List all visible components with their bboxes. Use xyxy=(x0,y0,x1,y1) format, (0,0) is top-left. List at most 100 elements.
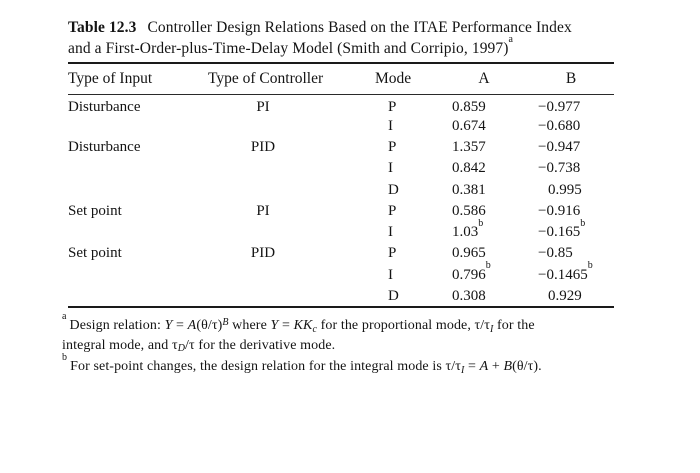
cell-type-of-controller: PI xyxy=(256,202,270,219)
footnote-text: where xyxy=(228,318,271,334)
cell-b-value: −0.1465b xyxy=(538,260,593,283)
footnote-text: B xyxy=(222,316,229,328)
column-header: Type of Input xyxy=(68,63,208,95)
cell-type-of-input: Disturbance xyxy=(68,138,141,155)
footnote-text: = xyxy=(278,318,294,334)
cell-type-of-controller: PID xyxy=(250,138,276,155)
footnote-marker: a xyxy=(62,311,67,323)
footnote-text: = xyxy=(172,318,188,334)
table-block: Table 12.3 Controller Design Relations Ba… xyxy=(62,17,614,379)
cell-a-value: 0.381 xyxy=(452,181,486,198)
cell-type-of-input xyxy=(68,179,208,200)
cell-mode: P xyxy=(388,98,397,115)
cell-b-value: −0.977 xyxy=(538,98,581,115)
table-row: Disturbance PID P 1.357 −0.947 xyxy=(68,137,614,158)
table-row: D 0.381 0.995 xyxy=(68,179,614,200)
cell-mode: P xyxy=(388,138,397,155)
cell-mode: I xyxy=(388,224,393,241)
cell-a-value: 0.586 xyxy=(452,202,486,219)
cell-mode: I xyxy=(388,160,393,177)
caption-footnote-marker: a xyxy=(508,34,514,46)
footnote-text: + xyxy=(488,359,504,375)
cell-mode: I xyxy=(388,266,393,283)
cell-type-of-controller xyxy=(208,158,318,179)
footnote-text: A xyxy=(479,359,489,375)
footnote-text: For set-point changes, the design relati… xyxy=(70,359,461,375)
cell-b-value: −0.165b xyxy=(538,217,586,241)
column-header: A xyxy=(440,63,528,95)
caption-line1: Controller Design Relations Based on the… xyxy=(147,19,572,36)
footnote-text: c xyxy=(312,323,318,335)
column-header: Type of Controller xyxy=(208,63,323,95)
table-caption: Table 12.3 Controller Design Relations Ba… xyxy=(68,17,614,59)
footnote-text: /τ for the derivative mode. xyxy=(185,337,336,353)
cell-a-value: 0.796b xyxy=(452,260,491,283)
table-row: I 0.842 −0.738 xyxy=(68,158,614,179)
cell-type-of-input xyxy=(68,222,208,243)
footnote-text: A xyxy=(187,318,197,334)
footnote-text: KK xyxy=(293,318,313,334)
table-row: I 0.674 −0.680 xyxy=(68,116,614,137)
footnote-a: aDesign relation: Y = A(θ/τ)B where Y = … xyxy=(62,312,614,355)
cell-b-value: 0.995 xyxy=(548,181,582,198)
cell-type-of-input: Set point xyxy=(68,202,122,219)
cell-b-value: −0.916 xyxy=(538,202,581,219)
cell-type-of-controller xyxy=(208,265,318,286)
footnote-text: Y xyxy=(270,318,279,334)
cell-type-of-input xyxy=(68,158,208,179)
cell-b-value: −0.738 xyxy=(538,160,581,177)
cell-a-value: 0.308 xyxy=(452,287,486,304)
cell-type-of-input: Disturbance xyxy=(68,98,141,115)
footnote-text: (θ/τ) xyxy=(196,318,223,334)
caption-line2: and a First-Order-plus-Time-Delay Model … xyxy=(68,40,509,57)
footnote-text: integral mode, and τ xyxy=(62,337,178,353)
table-row: Set point PI P 0.586 −0.916 xyxy=(68,201,614,222)
column-header: Mode xyxy=(318,63,440,95)
cell-a-value: 1.357 xyxy=(452,138,486,155)
controller-design-table: Type of Input Type of Controller Mode A B Di… xyxy=(68,62,614,309)
footnote-text: I xyxy=(460,364,465,376)
cell-a-value: 0.965 xyxy=(452,245,486,262)
cell-type-of-controller: PI xyxy=(256,98,270,115)
table-row: Disturbance PI P 0.859 −0.977 xyxy=(68,94,614,116)
cell-mode: P xyxy=(388,202,397,219)
table-row: Set point PID P 0.965 −0.85 xyxy=(68,243,614,264)
cell-mode: D xyxy=(388,287,399,304)
table-header: Type of Input Type of Controller Mode A B xyxy=(68,63,614,95)
cell-mode: P xyxy=(388,245,397,262)
footnote-text: (θ/τ). xyxy=(512,359,542,375)
cell-type-of-input xyxy=(68,265,208,286)
cell-a-value: 0.859 xyxy=(452,98,486,115)
footnote-marker: b xyxy=(62,352,68,364)
table-number: Table 12.3 xyxy=(68,19,137,36)
footnote-text: Y xyxy=(164,318,173,334)
footnote-b: bFor set-point changes, the design relat… xyxy=(62,353,614,377)
table-row: I 0.796b −0.1465b xyxy=(68,260,614,286)
cell-type-of-controller: PID xyxy=(250,245,276,262)
footnote-text: I xyxy=(490,323,494,335)
cell-a-value: 0.842 xyxy=(452,160,486,177)
table-row: D 0.308 0.929 xyxy=(68,286,614,307)
table-body: Disturbance PI P 0.859 −0.977 I 0.674 −0.680 Dis… xyxy=(68,94,614,307)
column-header: B xyxy=(528,63,614,95)
cell-b-value: −0.85 xyxy=(538,245,573,262)
cell-type-of-input: Set point xyxy=(68,245,122,262)
cell-type-of-input xyxy=(68,116,208,137)
header-row: Type of Input Type of Controller Mode A B xyxy=(68,63,614,95)
cell-b-value: 0.929 xyxy=(548,287,582,304)
footnote-text: Design relation: xyxy=(69,318,165,334)
cell-type-of-controller xyxy=(208,286,318,307)
cell-b-value: −0.947 xyxy=(538,138,581,155)
cell-type-of-controller xyxy=(208,179,318,200)
cell-b-value: −0.680 xyxy=(538,117,581,134)
cell-mode: D xyxy=(388,181,399,198)
footnote-text: = xyxy=(464,359,480,375)
cell-a-value: 0.674 xyxy=(452,117,486,134)
cell-type-of-controller xyxy=(208,222,318,243)
footnotes: aDesign relation: Y = A(θ/τ)B where Y = … xyxy=(62,312,614,377)
table-row: I 1.03b −0.165b xyxy=(68,217,614,243)
cell-mode: I xyxy=(388,117,393,134)
footnote-text: D xyxy=(177,343,186,355)
cell-a-value: 1.03b xyxy=(452,217,484,241)
